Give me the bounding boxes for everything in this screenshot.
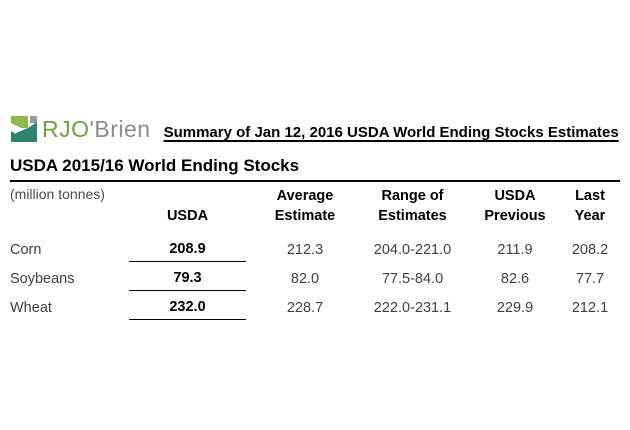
table-header-row: (million tonnes) USDA Average Estimate R… bbox=[10, 186, 620, 226]
range-of-estimates-cell: 77.5-84.0 bbox=[381, 270, 444, 287]
header-spacer-row bbox=[10, 226, 620, 235]
last-year-cell: 212.1 bbox=[571, 299, 609, 316]
logo-text-brien: 'Brien bbox=[89, 116, 151, 142]
rjobrien-logo: RJO'Brien bbox=[10, 115, 151, 143]
commodity-label: Corn bbox=[10, 241, 42, 258]
usda-value-cell: 232.0 bbox=[120, 293, 255, 322]
usda-value-cell: 79.3 bbox=[120, 264, 255, 293]
report-title: Summary of Jan 12, 2016 USDA World Endin… bbox=[163, 124, 619, 141]
column-header-last-year: Last Year bbox=[574, 188, 606, 224]
column-header-range-of-estimates: Range of Estimates bbox=[378, 188, 447, 224]
ending-stocks-table: (million tonnes) USDA Average Estimate R… bbox=[10, 186, 620, 322]
last-year-cell: 77.7 bbox=[575, 270, 605, 287]
column-header-average-estimate: Average Estimate bbox=[274, 188, 336, 224]
unit-label: (million tonnes) bbox=[10, 186, 105, 202]
usda-previous-cell: 82.6 bbox=[500, 270, 530, 287]
logo-wordmark: RJO'Brien bbox=[42, 115, 151, 143]
table-row-wheat: Wheat 232.0 228.7 222.0-231.1 229.9 212.… bbox=[10, 293, 620, 322]
column-header-usda-previous: USDA Previous bbox=[484, 188, 546, 224]
usda-previous-cell: 211.9 bbox=[497, 241, 533, 258]
logo-text-rjo: RJO bbox=[42, 116, 90, 142]
rjobrien-flag-icon bbox=[11, 116, 37, 142]
average-estimate-cell: 212.3 bbox=[286, 241, 324, 258]
last-year-cell: 208.2 bbox=[571, 241, 609, 258]
usda-value-cell: 208.9 bbox=[120, 235, 255, 264]
range-of-estimates-cell: 222.0-231.1 bbox=[373, 299, 452, 316]
commodity-label: Soybeans bbox=[10, 270, 75, 287]
average-estimate-cell: 228.7 bbox=[286, 299, 324, 316]
average-estimate-cell: 82.0 bbox=[290, 270, 320, 287]
range-of-estimates-cell: 204.0-221.0 bbox=[373, 241, 452, 258]
usda-previous-cell: 229.9 bbox=[496, 299, 534, 316]
table-row-corn: Corn 208.9 212.3 204.0-221.0 211.9 208.2 bbox=[10, 235, 620, 264]
brand-row: RJO'Brien Summary of Jan 12, 2016 USDA W… bbox=[10, 115, 619, 143]
section-heading: USDA 2015/16 World Ending Stocks bbox=[10, 156, 620, 182]
commodity-label: Wheat bbox=[10, 299, 52, 316]
table-row-soybeans: Soybeans 79.3 82.0 77.5-84.0 82.6 77.7 bbox=[10, 264, 620, 293]
column-header-usda: USDA bbox=[166, 208, 209, 224]
